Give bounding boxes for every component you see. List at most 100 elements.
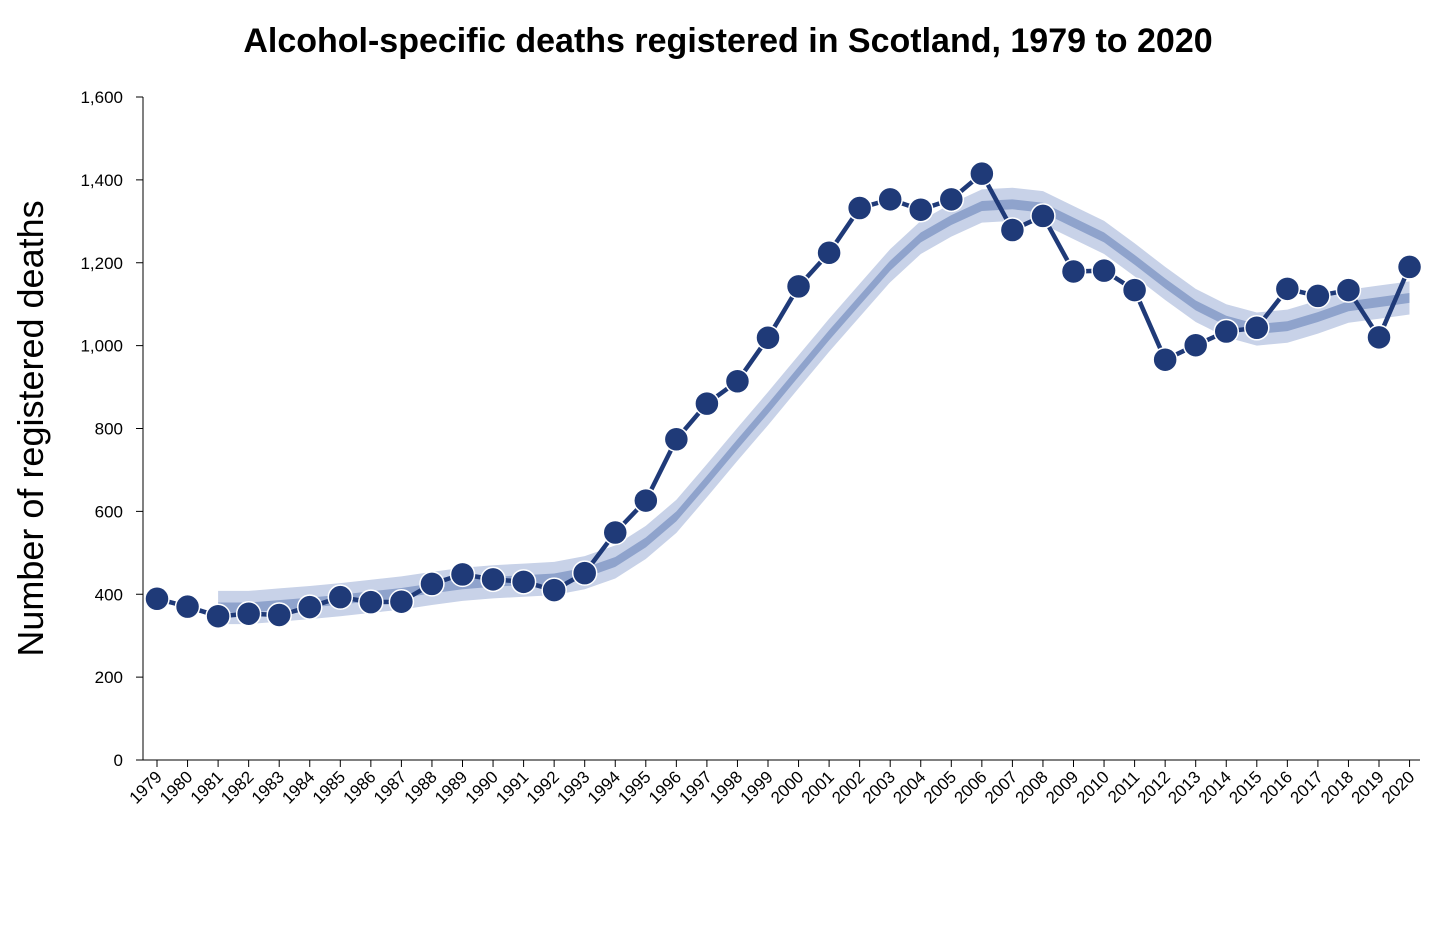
y-tick-label: 400 [95,585,123,604]
x-tick-label: 2006 [950,767,990,807]
data-point [663,426,690,453]
data-point [755,325,781,351]
x-tick-label: 2011 [1104,767,1143,806]
data-point [419,571,445,597]
x-tick-label: 2012 [1134,767,1174,807]
trend-band [218,187,1410,625]
data-point [999,217,1026,243]
x-tick-label: 1986 [339,767,379,807]
data-point [1121,277,1148,303]
x-tick-label: 1985 [309,767,349,807]
x-tick-label: 1983 [248,767,288,807]
y-tick-label: 1,000 [80,337,123,356]
data-point [969,160,995,187]
axis-labels: 02004006008001,0001,2001,4001,6001979198… [10,88,1418,808]
data-point [266,602,292,628]
data-point [144,586,170,612]
data-point [1060,258,1087,285]
x-tick-label: 2019 [1348,767,1388,807]
data-point [541,577,567,603]
data-point [205,603,231,629]
x-tick-label: 2014 [1195,767,1235,807]
x-tick-label: 1996 [645,767,685,807]
data-point [174,593,201,620]
x-tick-label: 1997 [676,767,716,807]
x-tick-label: 2004 [889,767,929,807]
data-point [235,600,262,627]
x-tick-label: 1990 [462,767,502,807]
data-point [1396,254,1423,280]
x-tick-label: 2017 [1287,767,1327,807]
y-tick-label: 0 [114,751,123,770]
data-point [1305,283,1331,309]
x-tick-label: 1992 [523,767,563,807]
x-tick-label: 2002 [828,767,868,807]
data-point [1335,277,1362,303]
x-tick-label: 1982 [217,767,257,807]
data-point [1030,203,1056,229]
y-tick-label: 1,600 [80,88,123,107]
data-point [1244,315,1270,341]
x-tick-label: 1987 [370,767,410,807]
y-tick-label: 1,400 [80,171,123,190]
x-tick-label: 1988 [401,767,441,807]
data-point [449,561,476,588]
data-point [1091,257,1117,284]
y-tick-label: 600 [95,502,123,521]
x-tick-label: 1993 [553,767,593,807]
x-tick-label: 2020 [1378,767,1418,807]
y-tick-label: 800 [95,420,123,439]
data-point [571,560,598,586]
data-point [1213,318,1239,345]
data-point [1152,346,1178,373]
data-point [633,487,659,514]
trend-band-outer [218,187,1410,625]
x-tick-label: 1984 [278,767,318,807]
data-point [510,569,537,595]
data-point [388,588,415,615]
data-point [694,390,720,417]
x-tick-label: 1994 [584,767,624,807]
x-tick-label: 2009 [1042,767,1082,807]
data-point [846,195,873,221]
chart-title: Alcohol-specific deaths registered in Sc… [243,22,1213,60]
y-tick-label: 200 [95,668,123,687]
data-point [327,584,354,610]
data-point [297,594,323,620]
data-point [1182,332,1209,358]
x-tick-label: 1979 [126,767,166,807]
x-tick-label: 2003 [859,767,899,807]
data-point [816,240,842,266]
y-axis-title: Number of registered deaths [10,200,51,656]
series-deaths [144,160,1423,629]
data-point [480,566,506,593]
x-tick-label: 2005 [920,767,960,807]
data-point [1274,276,1301,302]
data-point [1366,324,1392,351]
data-point [785,273,812,300]
x-tick-label: 1995 [614,767,654,807]
data-point [877,186,903,213]
x-tick-label: 1980 [156,767,196,807]
x-tick-label: 2016 [1256,767,1296,807]
x-tick-label: 2015 [1225,767,1265,807]
x-tick-label: 2010 [1073,767,1113,807]
trend-band-inner [218,199,1410,613]
data-point [908,196,934,223]
x-tick-label: 1981 [187,767,227,807]
x-tick-label: 2018 [1317,767,1357,807]
data-point [602,519,628,546]
data-point [938,186,965,213]
x-tick-label: 1998 [706,767,746,807]
x-tick-label: 2013 [1164,767,1204,807]
x-tick-label: 2008 [1012,767,1052,807]
x-tick-label: 2001 [798,767,838,807]
x-tick-label: 2007 [981,767,1021,807]
axes [136,96,1420,767]
data-point [724,368,751,395]
x-tick-label: 1999 [737,767,777,807]
y-tick-label: 1,200 [80,254,123,273]
x-tick-label: 1991 [492,767,532,807]
x-tick-label: 2000 [767,767,807,807]
